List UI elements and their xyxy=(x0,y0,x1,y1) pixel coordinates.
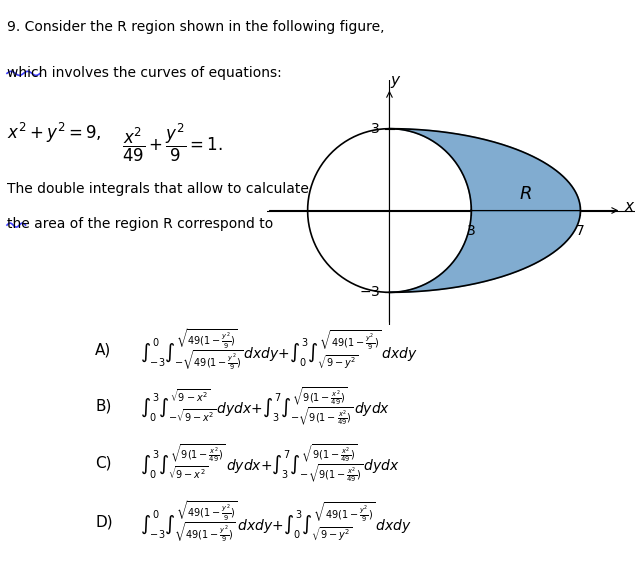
Text: $\int_{-3}^{0}\int_{-\sqrt{49(1-\frac{y^2}{9})}}^{\sqrt{49(1-\frac{y^2}{9})}}\,d: $\int_{-3}^{0}\int_{-\sqrt{49(1-\frac{y^… xyxy=(140,328,417,371)
Text: The double integrals that allow to calculate: The double integrals that allow to calcu… xyxy=(7,182,309,196)
Text: 3: 3 xyxy=(371,121,380,135)
Text: $-3$: $-3$ xyxy=(359,285,380,300)
Text: which involves the curves of equations:: which involves the curves of equations: xyxy=(7,66,282,80)
Text: $\int_{-3}^{0}\int_{\sqrt{49(1-\frac{y^2}{9})}}^{\sqrt{49(1-\frac{y^2}{9})}}\,dx: $\int_{-3}^{0}\int_{\sqrt{49(1-\frac{y^2… xyxy=(140,500,411,544)
Text: $\int_{0}^{3}\int_{\sqrt{9-x^2}}^{\sqrt{9(1-\frac{x^2}{49})}}\,dydx$$ + \int_{3}: $\int_{0}^{3}\int_{\sqrt{9-x^2}}^{\sqrt{… xyxy=(140,442,399,484)
Text: $x^2 + y^2 = 9,$: $x^2 + y^2 = 9,$ xyxy=(7,121,102,146)
Text: 9. Consider the R region shown in the following figure,: 9. Consider the R region shown in the fo… xyxy=(7,20,384,34)
Text: B): B) xyxy=(95,398,112,414)
Text: $\dfrac{x^2}{49} + \dfrac{y^2}{9} = 1.$: $\dfrac{x^2}{49} + \dfrac{y^2}{9} = 1.$ xyxy=(122,121,223,164)
Text: D): D) xyxy=(95,514,113,529)
Polygon shape xyxy=(389,129,580,292)
Text: the area of the region R correspond to: the area of the region R correspond to xyxy=(7,217,273,232)
Text: $R$: $R$ xyxy=(519,185,532,203)
Text: 3: 3 xyxy=(467,224,476,238)
Text: C): C) xyxy=(95,455,112,470)
Text: 7: 7 xyxy=(576,224,585,238)
Text: y: y xyxy=(391,73,399,88)
Text: x: x xyxy=(624,199,633,214)
Text: A): A) xyxy=(95,342,112,357)
Text: $\int_{0}^{3}\int_{-\sqrt{9-x^2}}^{\sqrt{9-x^2}}\,dydx$$ + \int_{3}^{7}\int_{-\s: $\int_{0}^{3}\int_{-\sqrt{9-x^2}}^{\sqrt… xyxy=(140,386,390,427)
